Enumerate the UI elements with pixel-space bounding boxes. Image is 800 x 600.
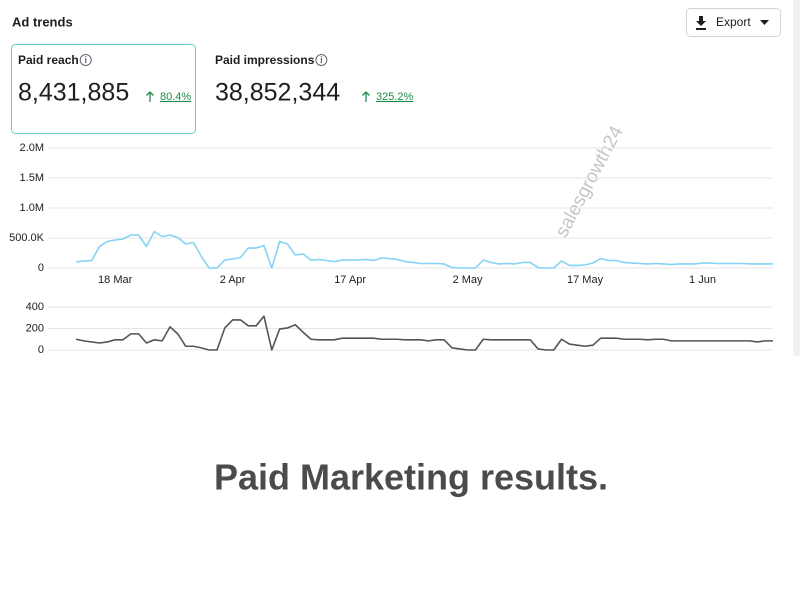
selected-card[interactable] [11,44,196,134]
info-icon [79,54,92,66]
y-tick-label: 500.0K [9,232,45,244]
y-tick-label: 0 [38,262,44,274]
download-icon [696,16,706,30]
y-tick-label: 400 [26,301,44,313]
x-tick-label: 1 Jun [689,274,716,286]
scroll-strip [793,0,800,356]
up-arrow [146,91,154,102]
x-tick-label: 18 Mar [98,274,133,286]
metric-label: Paid impressions [215,53,315,67]
x-tick-label: 17 Apr [334,274,366,286]
metric-change: 80.4% [160,91,191,103]
info-icon [315,54,328,66]
button-frame[interactable] [686,8,781,37]
up-arrow [362,91,370,102]
data-line [75,230,773,269]
button-label[interactable]: Export [716,15,751,29]
metric-change: 325.2% [376,91,414,103]
metric-value: 8,431,885 [18,79,129,107]
y-tick-label: 0 [38,344,44,356]
y-tick-label: 2.0M [20,142,44,154]
x-tick-label: 17 May [567,274,604,286]
caret-icon [760,20,769,25]
x-tick-label: 2 May [453,274,483,286]
caption: Paid Marketing results. [214,457,608,498]
data-line [75,315,773,351]
y-tick-label: 200 [26,322,44,334]
export-button[interactable]: Export [686,8,781,37]
metric-label: Paid reach [18,53,79,67]
metric-value: 38,852,344 [215,79,340,107]
y-tick-label: 1.5M [20,172,44,184]
y-tick-label: 1.0M [20,202,44,214]
x-tick-label: 2 Apr [220,274,246,286]
panel-title: Ad trends [12,14,73,29]
